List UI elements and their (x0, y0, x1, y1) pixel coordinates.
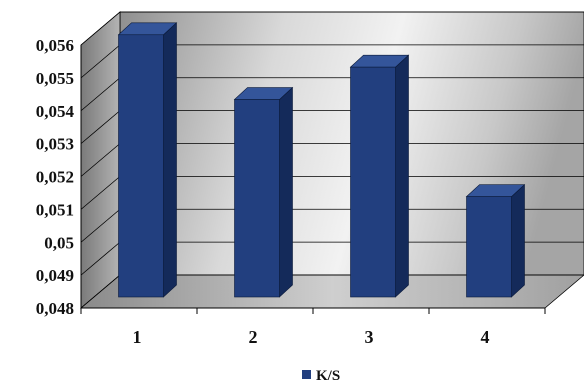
bar-side (396, 55, 409, 297)
y-tick-label: 0,048 (36, 299, 74, 318)
legend-swatch (302, 370, 311, 379)
x-axis-tick-labels: 1 2 3 4 (81, 308, 545, 347)
bar-front (119, 35, 164, 297)
x-tick-label: 1 (133, 327, 142, 347)
y-tick-label: 0,049 (36, 266, 74, 285)
bar (467, 185, 525, 297)
bar-side (512, 185, 525, 297)
legend: K/S (302, 368, 340, 383)
bar-side (164, 23, 177, 297)
bar-front (351, 67, 396, 297)
y-tick-label: 0,052 (36, 168, 74, 187)
bar (119, 23, 177, 297)
y-axis-tick-labels: 0,048 0,049 0,05 0,051 0,052 0,053 0,054 0,055 0… (36, 36, 75, 318)
y-tick-label: 0,055 (36, 69, 74, 88)
bar (235, 88, 293, 297)
legend-label: K/S (316, 368, 340, 383)
x-tick-label: 2 (249, 327, 258, 347)
y-tick-label: 0,053 (36, 135, 74, 154)
y-tick-label: 0,054 (36, 102, 75, 121)
bar-side (280, 88, 293, 297)
bar-front (235, 100, 280, 297)
x-tick-label: 3 (365, 327, 374, 347)
bar-front (467, 197, 512, 297)
x-tick-label: 4 (481, 327, 490, 347)
y-tick-label: 0,056 (36, 36, 74, 55)
y-tick-label: 0,051 (36, 200, 74, 219)
bar (351, 55, 409, 297)
y-tick-label: 0,05 (44, 233, 74, 252)
